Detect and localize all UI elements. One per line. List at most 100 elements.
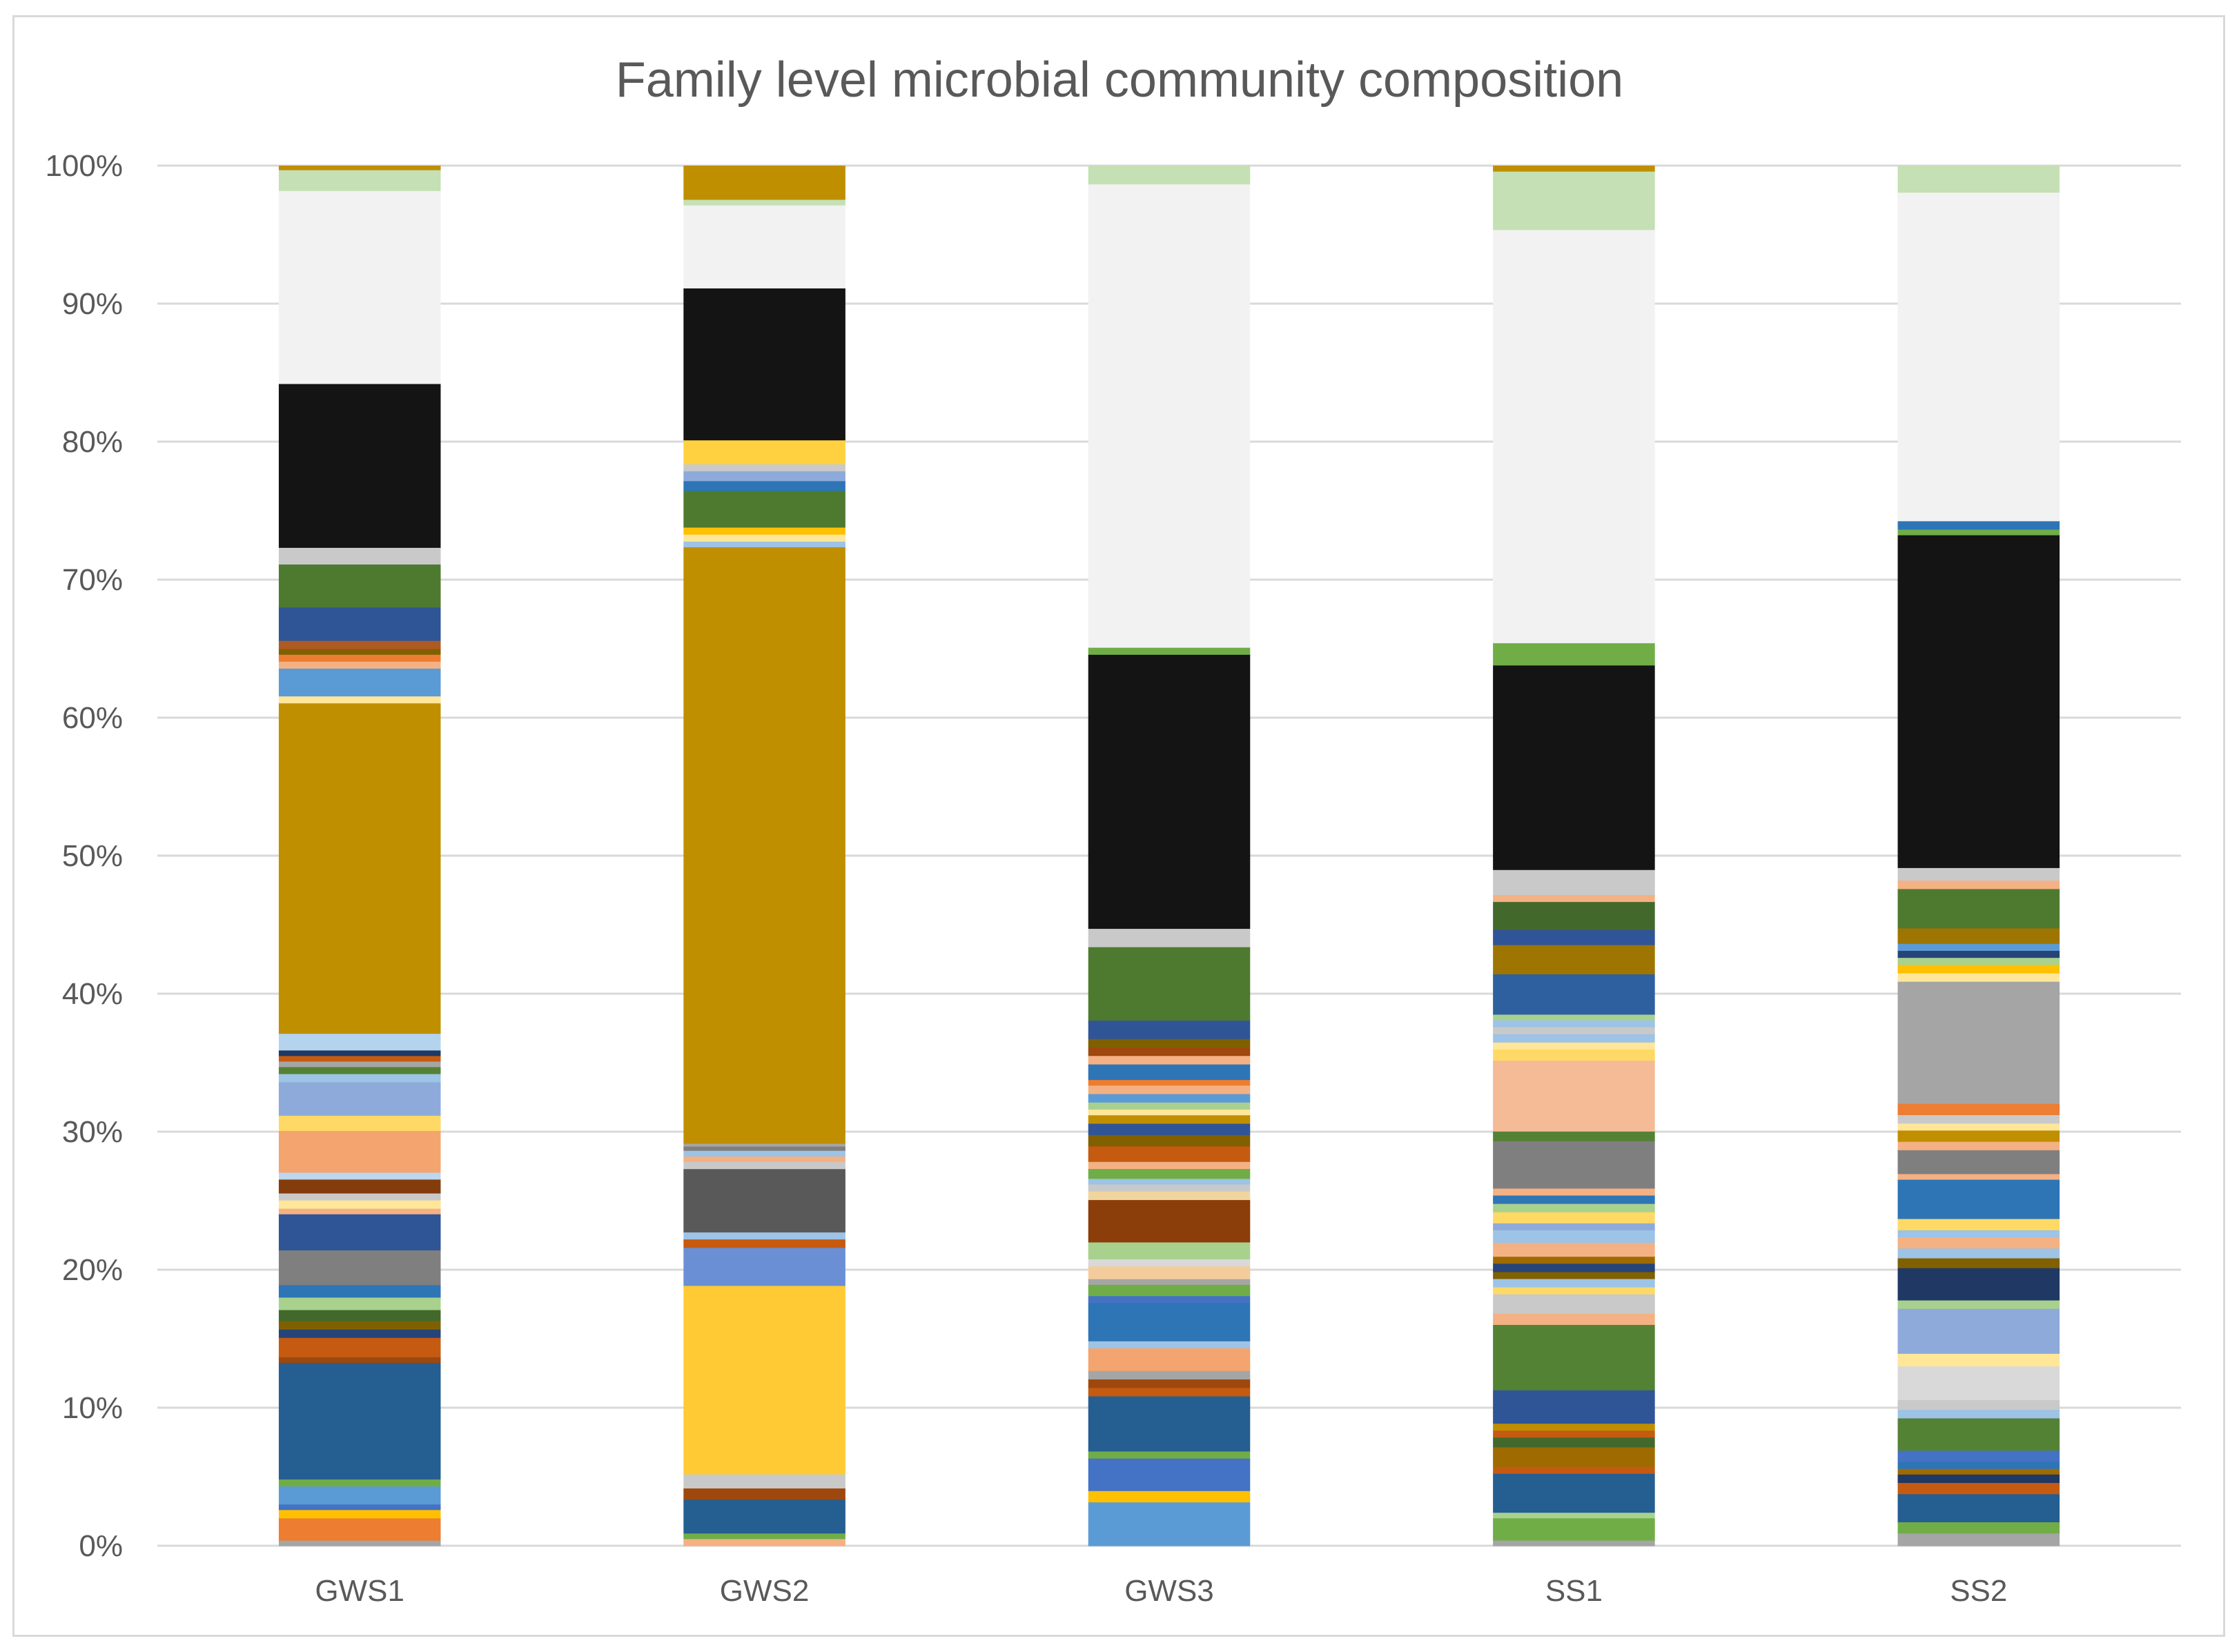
- bar-segment: [1088, 1020, 1251, 1039]
- bar-segment: [1088, 1284, 1251, 1297]
- bar-segment: [1493, 166, 1655, 172]
- bar-segment: [1493, 1034, 1655, 1043]
- bar-segment: [1897, 1173, 2060, 1180]
- bar-segment: [1088, 1370, 1251, 1380]
- bar-segment: [278, 1540, 441, 1546]
- bar-segment: [1088, 1161, 1251, 1170]
- bar-segment: [278, 654, 441, 662]
- bar-segment: [683, 199, 845, 206]
- bar-segment: [1088, 1199, 1251, 1243]
- y-tick-label: 50%: [62, 839, 123, 873]
- bar-segment: [278, 696, 441, 704]
- bar-segment: [1088, 1259, 1251, 1267]
- bar-segment: [1493, 1141, 1655, 1189]
- bar-segment: [1493, 1324, 1655, 1390]
- bar-segment: [683, 541, 845, 548]
- bar-segment: [278, 190, 441, 384]
- bar-segment: [278, 1130, 441, 1173]
- bar-segment: [1897, 943, 2060, 951]
- bar-segment: [1493, 1194, 1655, 1204]
- bar-segment: [1897, 520, 2060, 530]
- bar-segment: [278, 640, 441, 649]
- bar-segment: [1493, 1223, 1655, 1230]
- chart-title: Family level microbial community composi…: [616, 52, 1623, 108]
- bar-segment: [1897, 1482, 2060, 1495]
- bar-segment: [1897, 1230, 2060, 1237]
- y-tick-label: 10%: [62, 1391, 123, 1425]
- bar-segment: [1897, 1268, 2060, 1295]
- bar-segment: [278, 1192, 441, 1201]
- bar-segment: [1493, 1256, 1655, 1264]
- bar-segment: [1493, 974, 1655, 1015]
- bar-segment: [1897, 1493, 2060, 1523]
- bar-segment: [1088, 647, 1251, 655]
- bar-segment: [278, 170, 441, 191]
- bar-segment: [683, 547, 845, 1144]
- bar-segment: [683, 1145, 845, 1151]
- bar-segment: [1897, 1299, 2060, 1309]
- bar-segment: [1897, 964, 2060, 974]
- y-tick-label: 0%: [79, 1529, 123, 1563]
- bar-segment: [1493, 1131, 1655, 1141]
- bar-segment: [683, 1156, 845, 1163]
- bar-segment: [1088, 1302, 1251, 1341]
- bar-segment: [278, 1179, 441, 1194]
- y-tick-label: 60%: [62, 701, 123, 735]
- bar-segment: [1897, 1450, 2060, 1462]
- bar-segment: [278, 564, 441, 608]
- bar-segment: [1493, 945, 1655, 974]
- bar-segment: [278, 1081, 441, 1116]
- bar-segment: [1493, 665, 1655, 870]
- bar-segment: [1493, 1430, 1655, 1438]
- bar-stack-gws3: [1088, 166, 1251, 1546]
- bar-segment: [1897, 1218, 2060, 1230]
- bar-segment: [1897, 1417, 2060, 1451]
- bar-segment: [683, 1239, 845, 1248]
- bar-segment: [278, 1214, 441, 1251]
- bar-stacks: [278, 166, 2060, 1546]
- bar-segment: [278, 1055, 441, 1062]
- bar-segment: [1088, 1039, 1251, 1048]
- bar-segment: [1897, 972, 2060, 982]
- bar-segment: [1493, 1437, 1655, 1448]
- bar-segment: [1493, 1026, 1655, 1034]
- bar-segment: [278, 1337, 441, 1357]
- bar-segment: [278, 383, 441, 548]
- y-tick-label: 80%: [62, 425, 123, 459]
- bar-segment: [1493, 1446, 1655, 1467]
- x-tick-label-ss2: SS2: [1950, 1574, 2007, 1608]
- bar-segment: [278, 1199, 441, 1209]
- bar-segment: [1088, 1063, 1251, 1081]
- y-tick-label: 20%: [62, 1253, 123, 1287]
- y-tick-label: 70%: [62, 563, 123, 597]
- bar-segment: [1493, 1042, 1655, 1050]
- bar-segment: [278, 1050, 441, 1056]
- bar-segment: [1088, 1134, 1251, 1147]
- bar-stack-ss2: [1897, 166, 2060, 1546]
- bar-segment: [683, 1488, 845, 1500]
- bar-segment: [278, 1486, 441, 1505]
- bar-segment: [1897, 1130, 2060, 1142]
- bar-segment: [1493, 1390, 1655, 1424]
- bar-segment: [1088, 654, 1251, 930]
- bar-segment: [278, 1479, 441, 1487]
- bar-segment: [1897, 1533, 2060, 1546]
- bar-segment: [1897, 1114, 2060, 1124]
- bar-segment: [1897, 529, 2060, 535]
- bar-segment: [1493, 1230, 1655, 1243]
- bar-segment: [1897, 1366, 2060, 1401]
- bar-segment: [683, 1474, 845, 1489]
- bar-segment: [1088, 1458, 1251, 1491]
- bar-segment: [1897, 927, 2060, 944]
- bar-segment: [1897, 981, 2060, 1104]
- bar-segment: [278, 607, 441, 641]
- bar-segment: [1493, 1019, 1655, 1027]
- bar-segment: [683, 471, 845, 482]
- bar-segment: [1493, 1473, 1655, 1513]
- bar-segment: [1493, 1278, 1655, 1288]
- bar-segment: [683, 288, 845, 441]
- bar-segment: [683, 1538, 845, 1546]
- bar-segment: [1897, 1308, 2060, 1354]
- y-tick-label: 40%: [62, 977, 123, 1011]
- y-axis-tick-labels: 0% 10% 20% 30% 40% 50% 60% 70% 80% 90% 100%: [45, 149, 123, 1563]
